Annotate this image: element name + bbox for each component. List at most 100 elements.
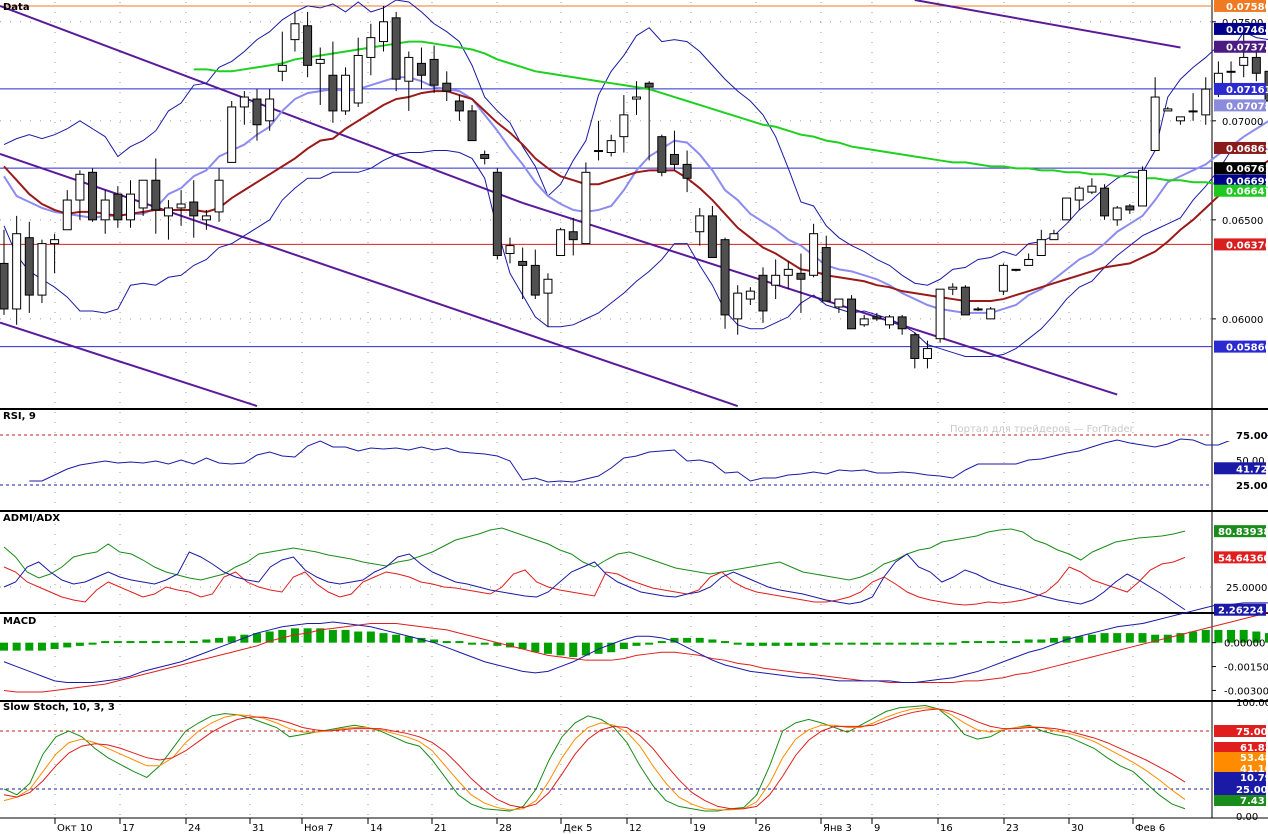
macd-histogram-bar [303,628,312,643]
admi-line-0 [3,527,1186,581]
macd-histogram-bar [506,642,514,648]
macd-histogram-bar [177,641,186,644]
macd-histogram-bar [366,631,375,643]
candle-up [809,233,819,276]
price-label-text: 0.05860 [1226,343,1268,354]
macd-histogram-bar [253,633,261,643]
candle-up [594,150,604,153]
stoch-current-label: 61.83 [1240,743,1268,754]
candle-up [201,215,211,221]
macd-histogram-bar [948,642,957,645]
stoch-panel-area [0,702,1268,818]
watermark-text: Портал для трейдеров — ForTrader [950,424,1135,435]
candle-down [530,264,540,296]
macd-histogram-bar [455,641,464,644]
candle-up [315,58,325,64]
candle-up [986,308,996,320]
candle-up [1074,187,1084,201]
candle-up [745,290,755,300]
candle-down [303,25,313,66]
macd-histogram-bar [1049,637,1058,643]
candle-up [1087,185,1097,193]
macd-histogram-bar [480,642,489,645]
candle-down [442,82,452,92]
main-grid [0,21,1212,320]
candle-down [1251,56,1261,74]
macd-histogram-bar [594,642,603,654]
admi-current-label: 80.83938 [1218,527,1268,538]
macd-histogram-bar [543,642,552,654]
macd-histogram-bar [721,641,730,644]
macd-histogram-bar [202,639,211,643]
candle-up [353,54,363,104]
candle-down [720,239,730,316]
candle-down [454,100,464,112]
candle-down [910,334,920,359]
stoch-tick-label: 100.00 [1236,698,1268,709]
x-axis-label: 24 [188,823,201,834]
price-label-text: 0.07580 [1226,2,1268,13]
candle-up [404,56,414,82]
stoch-current-box [1214,742,1266,753]
macd-histogram-bar [695,637,704,643]
candle-down [568,231,578,241]
stoch-tick-label: 0.00 [1236,812,1258,823]
macd-histogram-bar [999,641,1008,644]
macd-histogram-bar [885,642,894,645]
stoch-line-2 [3,708,1186,810]
macd-histogram-bar [683,637,692,643]
candle-down [88,171,98,221]
x-axis-label: 9 [874,823,880,834]
candle-down [480,153,490,159]
long-term-trendline [914,0,1181,49]
rsi-current-box [1214,462,1266,475]
rsi-current-label: 41.72 [1236,464,1268,475]
candle-up [606,140,616,154]
macd-tick-label: 0.00000 [1224,639,1265,650]
macd-histogram-bar [164,641,173,644]
main-tick-label: 0.06000 [1222,315,1263,326]
candle-down [707,215,717,258]
stoch-line-1 [3,707,1186,811]
macd-histogram-bar [1037,639,1046,643]
candle-down [252,98,262,126]
admi-current-box [1214,603,1266,616]
admi-panel-title: ADMI/ADX [3,513,60,524]
price-label-text: 0.06863 [1226,144,1268,155]
macd-histogram-bar [430,639,439,643]
x-axis-label: 21 [434,823,447,834]
candle-up [1049,233,1059,241]
macd-histogram-bar [1239,629,1248,643]
macd-histogram-bar [1189,631,1198,643]
candle-up [100,199,110,221]
macd-histogram-bar [265,631,274,643]
macd-histogram-bar [607,642,616,653]
macd-tick-label: -0.00300 [1224,686,1268,697]
ema-slow-line [193,40,1268,190]
macd-histogram-bar [619,642,628,650]
x-axis-label: 30 [1071,823,1084,834]
macd-histogram-bar [923,642,932,645]
candle-down [24,237,34,296]
main-panel-area [0,0,1268,408]
candle-up [632,96,641,100]
candle-down [391,17,401,80]
stoch-level-label: 25.00 [1236,785,1268,796]
rsi-level-label: 25.00 [1236,481,1268,492]
x-axis-label: Дек 5 [563,823,593,834]
macd-histogram-bar [139,641,148,644]
macd-histogram-bar [1075,636,1084,643]
rsi-panel-title: RSI, 9 [3,411,36,422]
stoch-current-box [1214,772,1266,783]
macd-histogram-bar [50,642,59,650]
candle-up [1062,197,1072,221]
admi-line-2 [3,551,1186,611]
price-label-text: 0.07464 [1226,25,1268,36]
x-axis-label: 31 [252,823,265,834]
candle-up [341,74,351,112]
macd-histogram-bar [518,642,527,650]
x-axis-area [0,818,1268,834]
price-label-box [1214,0,1266,12]
macd-histogram-bar [278,629,287,643]
candle-up [771,274,781,286]
